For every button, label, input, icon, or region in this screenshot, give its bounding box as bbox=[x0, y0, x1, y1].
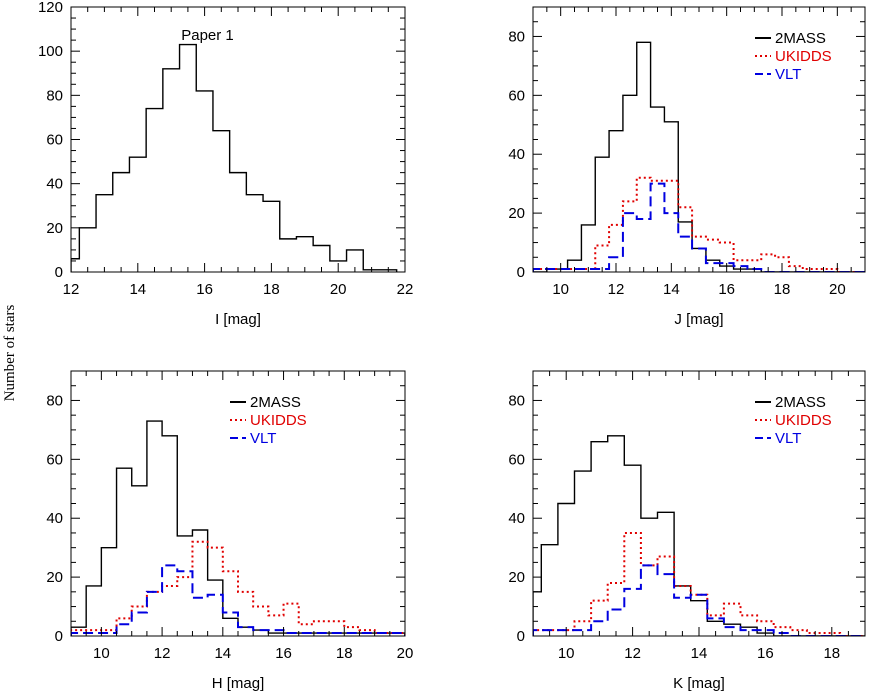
x-axis-label: I [mag] bbox=[215, 311, 261, 328]
x-tick-label: 18 bbox=[263, 281, 280, 298]
y-tick-label: 60 bbox=[46, 132, 63, 149]
panel-i: 12 14 16 18 20 22 0 20 40 60 80 100 120 I [mag] Paper … bbox=[38, 0, 413, 328]
x-tick-label: 14 bbox=[663, 281, 680, 298]
y-tick-label: 0 bbox=[517, 264, 525, 281]
y-tick-label: 0 bbox=[55, 264, 63, 281]
x-tick-label: 22 bbox=[397, 281, 414, 298]
series-2mass-h bbox=[71, 420, 405, 636]
y-tick-label: 80 bbox=[508, 28, 525, 45]
series-histogram-i bbox=[71, 43, 398, 272]
x-tick-label: 20 bbox=[330, 281, 347, 298]
y-tick-label: 20 bbox=[46, 569, 63, 586]
legend-label: UKIDDS bbox=[775, 48, 832, 65]
legend-label: VLT bbox=[775, 66, 801, 83]
series-2mass-k bbox=[533, 435, 865, 636]
x-tick-label: 10 bbox=[552, 281, 569, 298]
legend-label: UKIDDS bbox=[775, 412, 832, 429]
y-tick-label: 40 bbox=[508, 510, 525, 527]
panel-j: 10 12 14 16 18 20 0 20 40 60 80 J [mag] 2MASSUKIDDSV… bbox=[508, 6, 866, 328]
plot-frame bbox=[70, 6, 406, 273]
y-axis-label: Number of stars bbox=[2, 305, 18, 402]
y-tick-label: 60 bbox=[508, 451, 525, 468]
x-tick-label: 18 bbox=[336, 645, 353, 662]
x-tick-label: 18 bbox=[823, 645, 840, 662]
x-tick-label: 14 bbox=[214, 645, 231, 662]
x-tick-label: 18 bbox=[774, 281, 791, 298]
x-tick-label: 12 bbox=[63, 281, 80, 298]
legend-label: 2MASS bbox=[775, 394, 826, 411]
y-tick-label: 20 bbox=[508, 205, 525, 222]
x-tick-label: 10 bbox=[558, 645, 575, 662]
series-vlt-h bbox=[71, 564, 405, 636]
y-tick-label: 20 bbox=[46, 220, 63, 237]
y-tick-label: 60 bbox=[46, 451, 63, 468]
x-tick-label: 14 bbox=[129, 281, 146, 298]
x-tick-label: 12 bbox=[608, 281, 625, 298]
series-vlt-j bbox=[533, 182, 865, 272]
legend-label: VLT bbox=[250, 430, 276, 447]
x-tick-label: 20 bbox=[829, 281, 846, 298]
x-axis-label: H [mag] bbox=[212, 675, 265, 692]
y-tick-label: 80 bbox=[508, 392, 525, 409]
series-vlt-k bbox=[533, 564, 865, 636]
series-2mass-j bbox=[533, 41, 865, 272]
plot-frame bbox=[70, 370, 406, 637]
y-tick-label: 40 bbox=[46, 510, 63, 527]
x-tick-label: 20 bbox=[397, 645, 414, 662]
series-ukidds-h bbox=[71, 540, 405, 636]
y-tick-label: 120 bbox=[38, 0, 63, 16]
x-tick-label: 16 bbox=[196, 281, 213, 298]
series-ukidds-k bbox=[533, 531, 865, 636]
x-tick-label: 10 bbox=[93, 645, 110, 662]
x-axis-label: J [mag] bbox=[674, 311, 723, 328]
y-tick-label: 80 bbox=[46, 87, 63, 104]
x-axis-label: K [mag] bbox=[673, 675, 725, 692]
legend-label: UKIDDS bbox=[250, 412, 307, 429]
legend-label: 2MASS bbox=[250, 394, 301, 411]
x-tick-label: 16 bbox=[718, 281, 735, 298]
panel-annotation: Paper 1 bbox=[181, 27, 234, 44]
y-tick-label: 0 bbox=[517, 628, 525, 645]
y-tick-label: 100 bbox=[38, 43, 63, 60]
y-tick-label: 20 bbox=[508, 569, 525, 586]
panel-h: 10 12 14 16 18 20 0 20 40 60 80 H [mag] 2MASSUKIDDSV… bbox=[46, 370, 414, 692]
y-tick-label: 0 bbox=[55, 628, 63, 645]
x-tick-label: 12 bbox=[154, 645, 171, 662]
y-tick-label: 40 bbox=[46, 176, 63, 193]
x-tick-label: 12 bbox=[624, 645, 641, 662]
x-tick-label: 14 bbox=[691, 645, 708, 662]
legend-label: VLT bbox=[775, 430, 801, 447]
y-tick-label: 80 bbox=[46, 392, 63, 409]
legend-label: 2MASS bbox=[775, 30, 826, 47]
x-tick-label: 16 bbox=[757, 645, 774, 662]
x-tick-label: 16 bbox=[275, 645, 292, 662]
y-tick-label: 60 bbox=[508, 87, 525, 104]
y-tick-label: 40 bbox=[508, 146, 525, 163]
